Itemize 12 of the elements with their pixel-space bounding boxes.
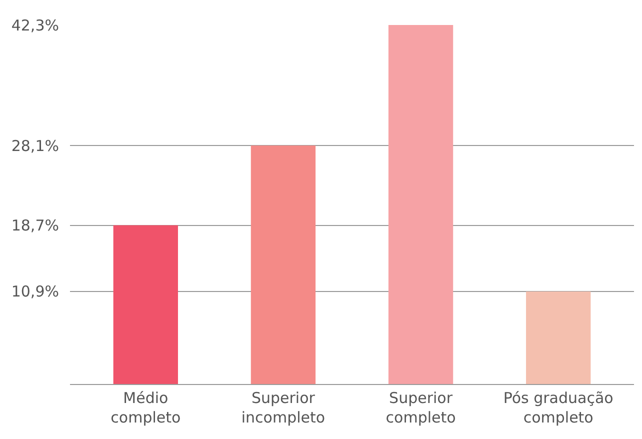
x-tick-label: Superior completo [386,389,456,426]
y-tick-label: 10,9% [11,282,59,301]
x-tick-label: Médio completo [110,389,181,426]
x-tick-label: Superior incompleto [241,389,326,426]
bar [388,25,454,384]
bar [113,225,178,384]
bar [526,291,591,384]
y-tick-label: 42,3% [11,16,59,34]
y-tick-label: 28,1% [11,136,59,155]
x-tick-label: Pós graduação completo [503,389,614,426]
y-tick-label: 18,7% [11,216,59,235]
bar [250,146,316,384]
